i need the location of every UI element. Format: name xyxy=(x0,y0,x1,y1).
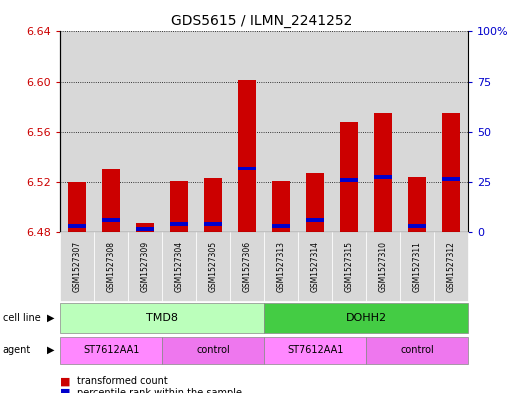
Bar xyxy=(204,178,222,232)
Text: GSM1527309: GSM1527309 xyxy=(141,241,150,292)
Bar xyxy=(374,176,392,179)
Text: DOHH2: DOHH2 xyxy=(346,313,386,323)
Text: control: control xyxy=(196,345,230,355)
Bar xyxy=(128,31,162,232)
Bar xyxy=(238,167,256,171)
Bar xyxy=(170,180,188,232)
Text: GSM1527312: GSM1527312 xyxy=(447,241,456,292)
Bar xyxy=(332,31,366,232)
Bar xyxy=(238,80,256,232)
Bar xyxy=(94,31,128,232)
Bar xyxy=(408,224,426,228)
Bar xyxy=(366,31,400,232)
Bar xyxy=(306,173,324,232)
Bar xyxy=(408,177,426,232)
Bar xyxy=(400,31,434,232)
Bar xyxy=(340,178,358,182)
Bar xyxy=(298,31,332,232)
Bar xyxy=(162,31,196,232)
Text: GSM1527315: GSM1527315 xyxy=(345,241,354,292)
Bar xyxy=(68,224,86,228)
Bar xyxy=(442,177,460,180)
Text: ■: ■ xyxy=(60,388,71,393)
Bar xyxy=(264,31,298,232)
Bar xyxy=(68,182,86,232)
Bar xyxy=(60,31,94,232)
Text: ■: ■ xyxy=(60,376,71,386)
Text: GSM1527305: GSM1527305 xyxy=(209,241,218,292)
Bar xyxy=(374,113,392,232)
Bar xyxy=(170,222,188,226)
Bar xyxy=(340,121,358,232)
Text: ▶: ▶ xyxy=(47,313,54,323)
Bar xyxy=(272,180,290,232)
Text: cell line: cell line xyxy=(3,313,40,323)
Text: control: control xyxy=(400,345,434,355)
Bar xyxy=(306,218,324,222)
Bar xyxy=(442,113,460,232)
Text: ST7612AA1: ST7612AA1 xyxy=(287,345,343,355)
Text: ST7612AA1: ST7612AA1 xyxy=(83,345,139,355)
Text: GSM1527313: GSM1527313 xyxy=(277,241,286,292)
Text: transformed count: transformed count xyxy=(77,376,168,386)
Text: GSM1527304: GSM1527304 xyxy=(175,241,184,292)
Text: GSM1527308: GSM1527308 xyxy=(107,241,116,292)
Bar xyxy=(434,31,468,232)
Text: GSM1527307: GSM1527307 xyxy=(73,241,82,292)
Text: GSM1527311: GSM1527311 xyxy=(413,241,422,292)
Text: GDS5615 / ILMN_2241252: GDS5615 / ILMN_2241252 xyxy=(171,14,352,28)
Text: percentile rank within the sample: percentile rank within the sample xyxy=(77,388,242,393)
Bar xyxy=(102,218,120,222)
Text: ▶: ▶ xyxy=(47,345,54,355)
Text: GSM1527314: GSM1527314 xyxy=(311,241,320,292)
Text: TMD8: TMD8 xyxy=(146,313,178,323)
Text: GSM1527310: GSM1527310 xyxy=(379,241,388,292)
Bar xyxy=(136,223,154,232)
Text: agent: agent xyxy=(3,345,31,355)
Bar xyxy=(136,227,154,231)
Bar xyxy=(196,31,230,232)
Text: GSM1527306: GSM1527306 xyxy=(243,241,252,292)
Bar xyxy=(204,222,222,226)
Bar xyxy=(230,31,264,232)
Bar xyxy=(272,224,290,228)
Bar xyxy=(102,169,120,232)
